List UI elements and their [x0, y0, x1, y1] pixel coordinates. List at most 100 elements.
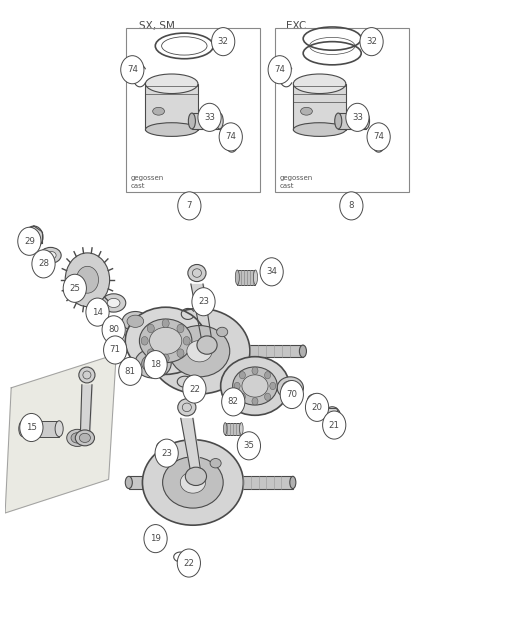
- Ellipse shape: [127, 315, 144, 327]
- Text: 74: 74: [127, 65, 138, 74]
- Text: SX, SM: SX, SM: [139, 22, 175, 32]
- Ellipse shape: [125, 477, 132, 488]
- Ellipse shape: [135, 345, 143, 358]
- Ellipse shape: [71, 433, 83, 443]
- Circle shape: [280, 381, 303, 409]
- Circle shape: [237, 432, 261, 460]
- Ellipse shape: [40, 247, 61, 264]
- Circle shape: [360, 27, 383, 55]
- Text: 34: 34: [266, 267, 277, 277]
- Circle shape: [340, 192, 363, 220]
- Circle shape: [141, 336, 148, 345]
- Ellipse shape: [220, 357, 289, 416]
- Text: 7: 7: [186, 201, 192, 211]
- Ellipse shape: [307, 394, 322, 406]
- Circle shape: [239, 393, 245, 401]
- Ellipse shape: [147, 358, 159, 368]
- Ellipse shape: [178, 399, 196, 416]
- Ellipse shape: [67, 429, 88, 447]
- Ellipse shape: [224, 422, 227, 435]
- Circle shape: [219, 123, 243, 151]
- Circle shape: [25, 226, 43, 248]
- Bar: [225, 422, 242, 435]
- Bar: [192, 113, 219, 129]
- Circle shape: [177, 549, 200, 577]
- Ellipse shape: [79, 434, 91, 442]
- Ellipse shape: [180, 472, 205, 493]
- Ellipse shape: [290, 477, 296, 488]
- Ellipse shape: [135, 349, 171, 378]
- Bar: [294, 83, 346, 130]
- Ellipse shape: [125, 307, 206, 374]
- Polygon shape: [5, 354, 116, 513]
- Circle shape: [155, 439, 178, 467]
- Text: 74: 74: [373, 132, 384, 141]
- Bar: [237, 270, 255, 285]
- Circle shape: [367, 123, 390, 151]
- Ellipse shape: [55, 421, 63, 437]
- Circle shape: [18, 227, 41, 255]
- Circle shape: [63, 274, 87, 302]
- Ellipse shape: [149, 308, 250, 394]
- Circle shape: [323, 407, 341, 427]
- Text: 74: 74: [225, 132, 236, 141]
- Circle shape: [76, 266, 98, 293]
- Text: 22: 22: [189, 384, 200, 394]
- Text: 8: 8: [349, 201, 354, 211]
- Ellipse shape: [169, 326, 230, 377]
- Ellipse shape: [142, 354, 164, 373]
- Circle shape: [234, 383, 240, 389]
- Ellipse shape: [363, 113, 370, 129]
- Text: 14: 14: [92, 308, 103, 316]
- Circle shape: [252, 367, 258, 374]
- Bar: [238, 477, 293, 488]
- Ellipse shape: [301, 107, 313, 115]
- Ellipse shape: [217, 327, 228, 336]
- Ellipse shape: [145, 74, 198, 93]
- Text: 29: 29: [24, 237, 35, 246]
- Text: 71: 71: [110, 346, 121, 354]
- Circle shape: [260, 258, 283, 286]
- Circle shape: [104, 336, 127, 364]
- Circle shape: [265, 393, 270, 401]
- Ellipse shape: [143, 440, 244, 525]
- Circle shape: [32, 250, 55, 278]
- Circle shape: [252, 397, 258, 405]
- Bar: [126, 27, 260, 193]
- Text: gegossen
cast: gegossen cast: [130, 175, 164, 189]
- Circle shape: [221, 388, 245, 416]
- Ellipse shape: [75, 430, 94, 446]
- Ellipse shape: [294, 74, 346, 93]
- Circle shape: [162, 319, 169, 328]
- Text: 22: 22: [183, 559, 194, 568]
- Ellipse shape: [107, 298, 120, 308]
- Ellipse shape: [187, 341, 212, 362]
- Circle shape: [102, 316, 125, 344]
- Circle shape: [265, 371, 270, 379]
- Text: 19: 19: [150, 534, 161, 543]
- Circle shape: [268, 55, 291, 83]
- Circle shape: [192, 288, 215, 316]
- Circle shape: [178, 192, 201, 220]
- Text: 28: 28: [38, 259, 49, 269]
- Circle shape: [346, 103, 369, 131]
- Circle shape: [239, 371, 245, 379]
- Ellipse shape: [210, 459, 221, 468]
- Text: gegossen
cast: gegossen cast: [279, 175, 313, 189]
- Text: 18: 18: [150, 360, 161, 369]
- Circle shape: [20, 414, 43, 442]
- Circle shape: [177, 324, 184, 333]
- Circle shape: [322, 411, 346, 439]
- Text: 21: 21: [329, 421, 340, 430]
- Circle shape: [305, 393, 329, 421]
- Bar: [23, 421, 59, 437]
- Ellipse shape: [79, 367, 95, 383]
- Circle shape: [270, 383, 276, 389]
- Circle shape: [29, 231, 39, 243]
- Text: 70: 70: [286, 390, 297, 399]
- Ellipse shape: [239, 422, 243, 435]
- Circle shape: [147, 324, 154, 333]
- Text: 32: 32: [218, 37, 229, 46]
- Circle shape: [198, 103, 221, 131]
- Circle shape: [65, 253, 110, 307]
